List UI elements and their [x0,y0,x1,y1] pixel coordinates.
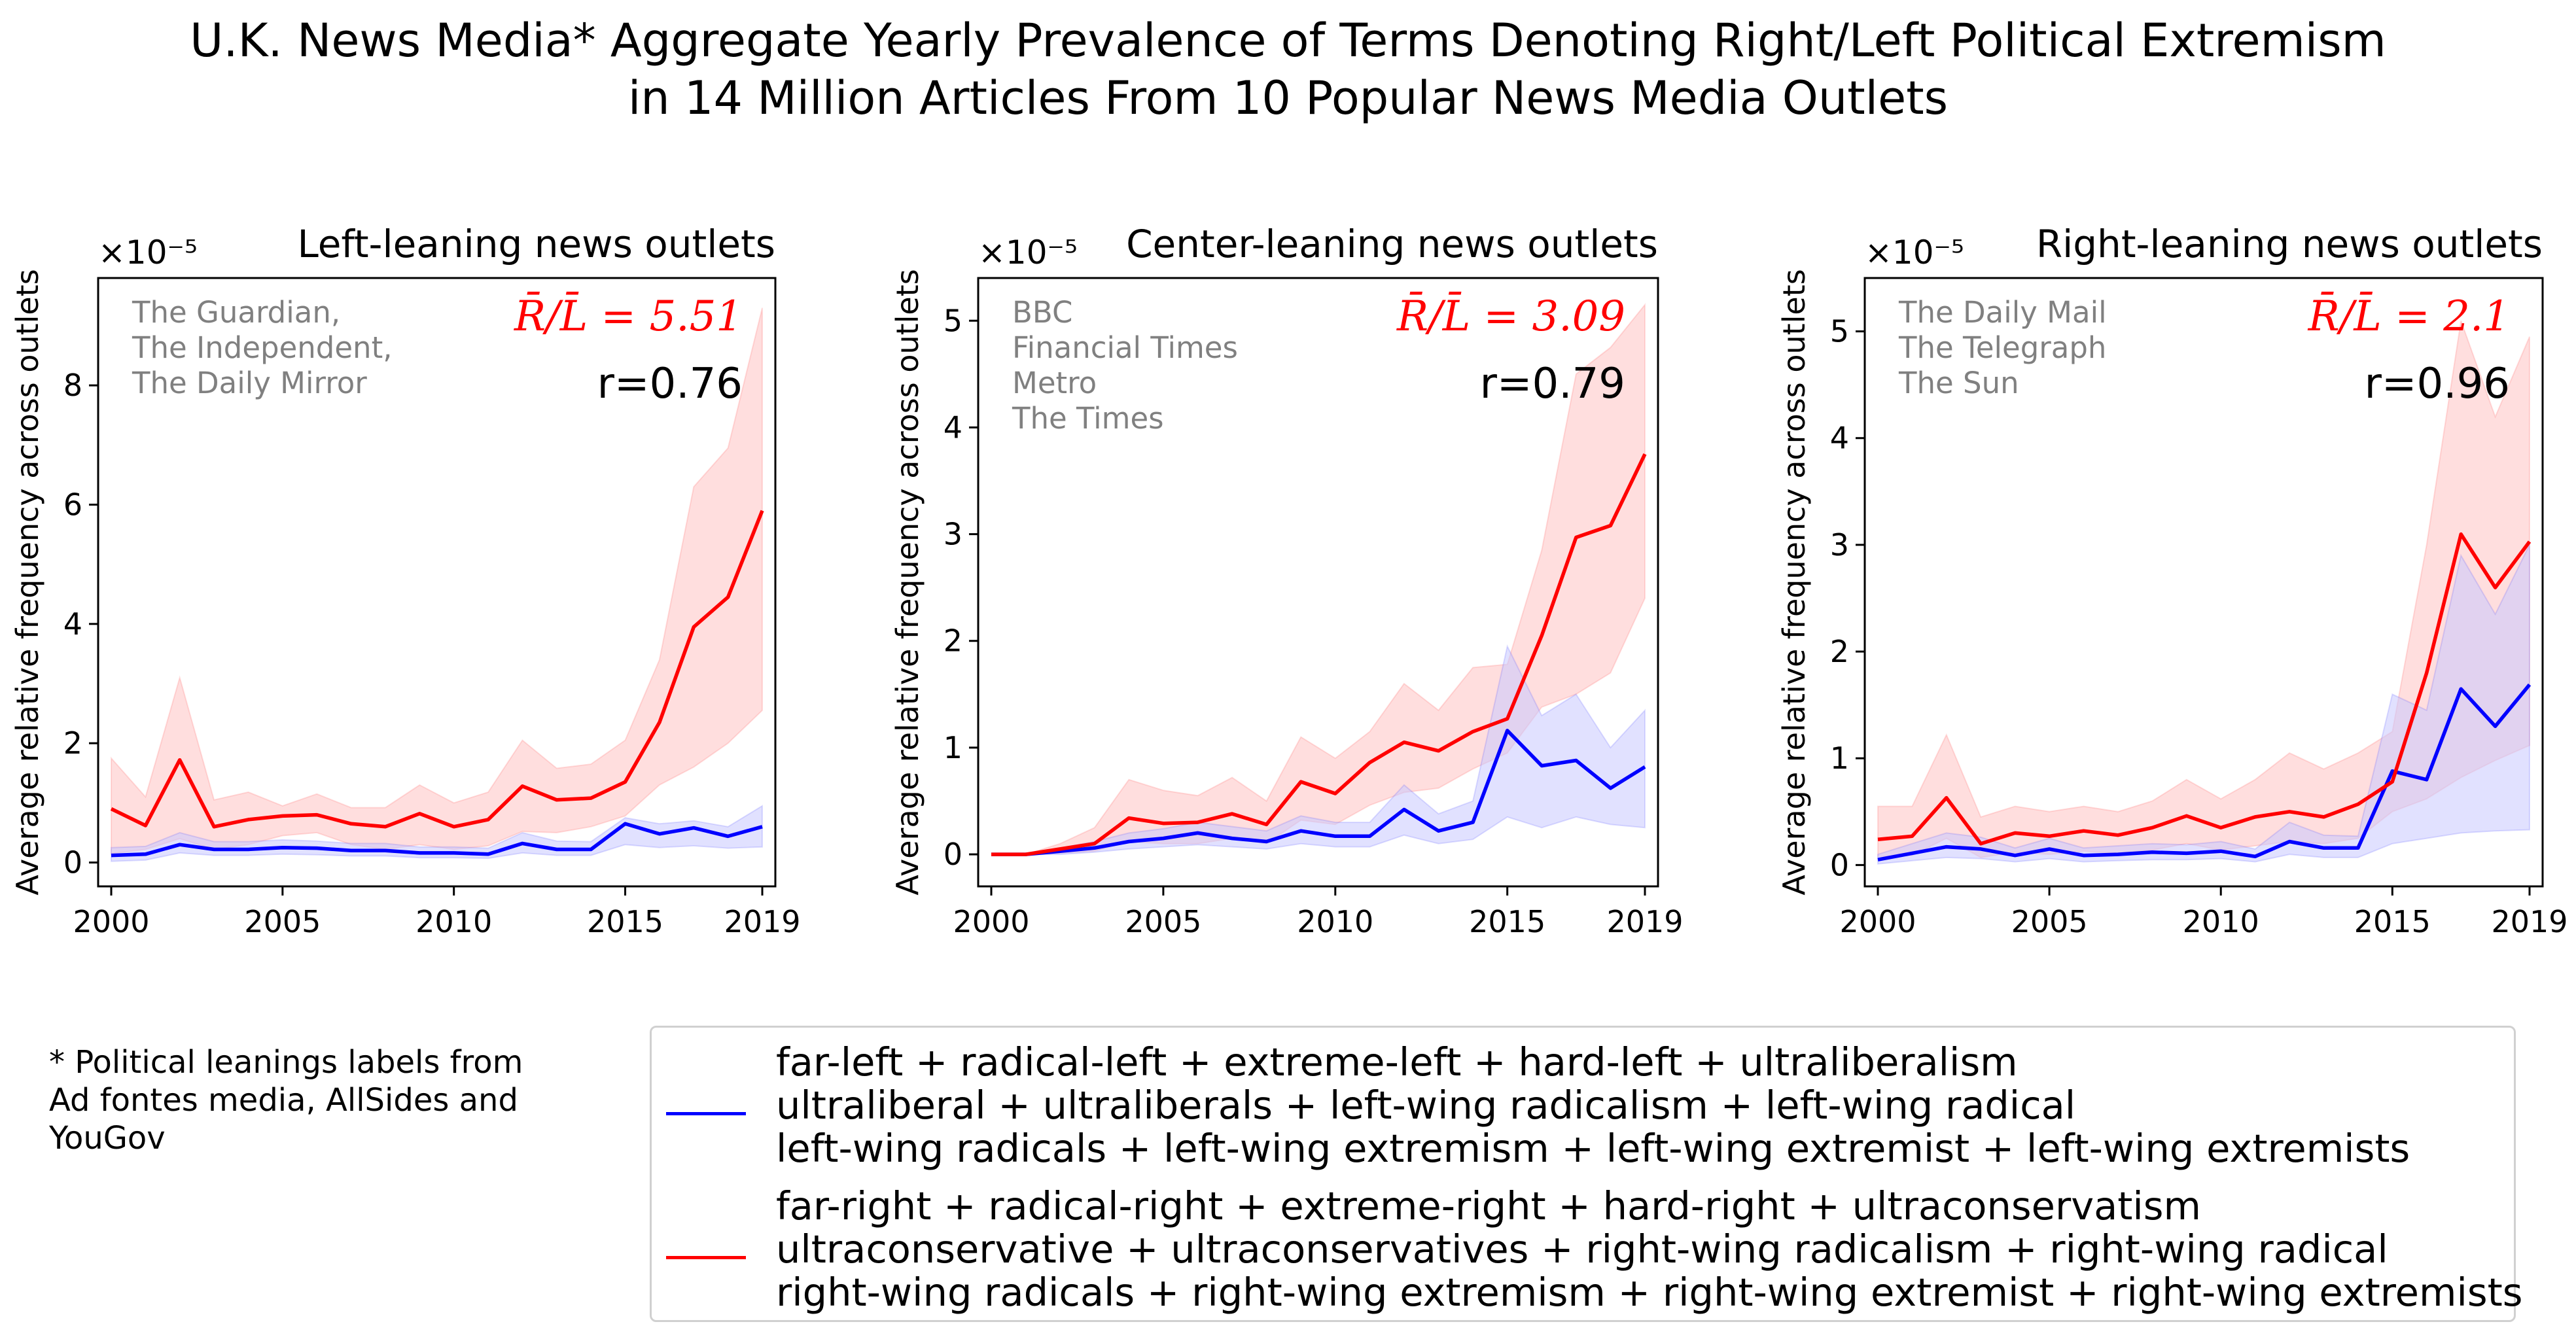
panel-2-y-multiplier: ×10⁻⁵ [978,234,1078,271]
panel-2-x-tick-label: 2019 [1606,904,1683,939]
panel-3-y-tick-label: 1 [1830,740,1849,776]
panel-1-left-terms-line [111,822,763,858]
panel-1-y-axis-label: Average relative frequency across outlet… [10,269,45,896]
panel-2-y-tick-label: 4 [944,409,962,445]
legend-swatch-right-terms [666,1256,746,1259]
panel-2-correlation-label: r=0.79 [1480,360,1625,408]
panel-1-y-tick-label: 0 [63,845,82,880]
panel-2-left-terms-line [991,729,1646,856]
panel-1-outlet-name: The Guardian, [132,295,340,330]
panel-3-x-tick-label: 2000 [1839,904,1916,939]
panel-2-y-tick-label: 3 [944,517,962,552]
panel-2-y-tick-label: 5 [944,303,962,338]
panel-3-x-tick-label: 2005 [2011,904,2088,939]
footnote-line-1: * Political leanings labels from [49,1044,523,1081]
panel-3-ratio-label: R̄/L̄ = 2.1 [2308,291,2510,341]
panel-2-axes-frame [977,277,1659,888]
panel-3-axes-frame [1863,277,2544,888]
panel-3-right-terms-line [1877,532,2532,846]
panel-3-x-tick-label: 2015 [2354,904,2431,939]
panel-1-right-terms-confidence-band [111,307,763,855]
footnote-line-3: YouGov [49,1120,166,1157]
panel-2-ratio-label: R̄/L̄ = 3.09 [1396,291,1625,341]
panel-1-right-terms-line [110,510,764,829]
panel-2-x-tick-label: 2000 [953,904,1029,939]
main-title-line-1: U.K. News Media* Aggregate Yearly Preval… [190,14,2386,67]
panel-1-axes-frame [97,277,777,888]
panel-2-y-tick-label: 1 [944,730,962,765]
legend-label-right-terms-line-2: ultraconservative + ultraconservatives +… [776,1227,2388,1272]
panel-3-y-tick-label: 0 [1830,847,1849,882]
panel-2-outlet-name: BBC [1012,295,1072,330]
legend-swatch-left-terms [666,1112,746,1115]
panel-1-x-tick-label: 2015 [587,904,663,939]
panel-3-x-tick-label: 2019 [2491,904,2567,939]
legend-label-right-terms-line-1: far-right + radical-right + extreme-righ… [776,1183,2202,1228]
panel-2-y-tick-label: 0 [944,837,962,872]
panel-3-outlet-name: The Telegraph [1898,330,2106,365]
panel-3-y-axis-label: Average relative frequency across outlet… [1776,269,1812,896]
panel-3-left-terms-line [1877,683,2532,862]
panel-3-outlet-name: The Daily Mail [1898,295,2107,330]
panel-2-outlet-name: Metro [1012,366,1097,400]
panel-3-y-tick-label: 5 [1830,314,1849,349]
main-title: U.K. News Media* Aggregate Yearly Preval… [0,12,2576,127]
panel-2-right-terms-line [991,453,1647,856]
panel-3-y-multiplier: ×10⁻⁵ [1865,234,1964,271]
panel-1-y-tick-label: 8 [63,368,82,403]
panel-2-y-axis-label: Average relative frequency across outlet… [890,269,925,896]
panel-2-x-tick-label: 2015 [1469,904,1545,939]
panel-1-y-tick-label: 6 [63,487,82,522]
legend: far-left + radical-left + extreme-left +… [650,1026,2522,1322]
legend-label-right-terms-line-3: right-wing radicals + right-wing extremi… [776,1270,2523,1315]
footnote-line-2: Ad fontes media, AllSides and [49,1082,518,1119]
panel-3-outlet-name: The Sun [1898,366,2019,400]
legend-label-left-terms-line-2: ultraliberal + ultraliberals + left-wing… [776,1083,2076,1128]
panel-3-x-tick-label: 2010 [2183,904,2259,939]
panel-1-y-tick-label: 4 [63,606,82,642]
main-title-line-2: in 14 Million Articles From 10 Popular N… [627,71,1949,125]
panel-1-correlation-label: r=0.76 [597,360,743,408]
panel-1-x-tick-label: 2010 [415,904,492,939]
panel-2-y-tick-label: 2 [944,623,962,659]
panel-3-left-terms-confidence-band [1877,544,2530,865]
panel-1-y-tick-label: 2 [63,725,82,761]
panel-1-x-tick-label: 2019 [724,904,800,939]
panel-2-x-tick-label: 2005 [1125,904,1201,939]
panel-2-outlet-name: Financial Times [1012,330,1238,365]
panel-2-title: Center-leaning news outlets [1126,222,1658,266]
panel-3-y-tick-label: 3 [1830,527,1849,563]
panel-1-ratio-label: R̄/L̄ = 5.51 [514,291,743,341]
panel-1-outlet-name: The Daily Mirror [132,366,367,400]
footnote: * Political leanings labels from Ad font… [49,1043,523,1157]
panel-1-y-multiplier: ×10⁻⁵ [98,234,198,271]
panel-3-y-tick-label: 2 [1830,634,1849,669]
panel-1-x-tick-label: 2005 [244,904,321,939]
panel-3-y-tick-label: 4 [1830,421,1849,456]
panel-1-outlet-name: The Independent, [132,330,393,365]
panel-3-title: Right-leaning news outlets [2036,222,2543,266]
panel-1-title: Left-leaning news outlets [297,222,775,266]
panel-1-x-tick-label: 2000 [73,904,149,939]
legend-label-left-terms-line-3: left-wing radicals + left-wing extremism… [776,1126,2410,1171]
legend-label-left-terms-line-1: far-left + radical-left + extreme-left +… [776,1039,2018,1085]
panel-2-x-tick-label: 2010 [1297,904,1373,939]
panel-3-correlation-label: r=0.96 [2365,360,2510,408]
panel-2-outlet-name: The Times [1012,401,1164,436]
